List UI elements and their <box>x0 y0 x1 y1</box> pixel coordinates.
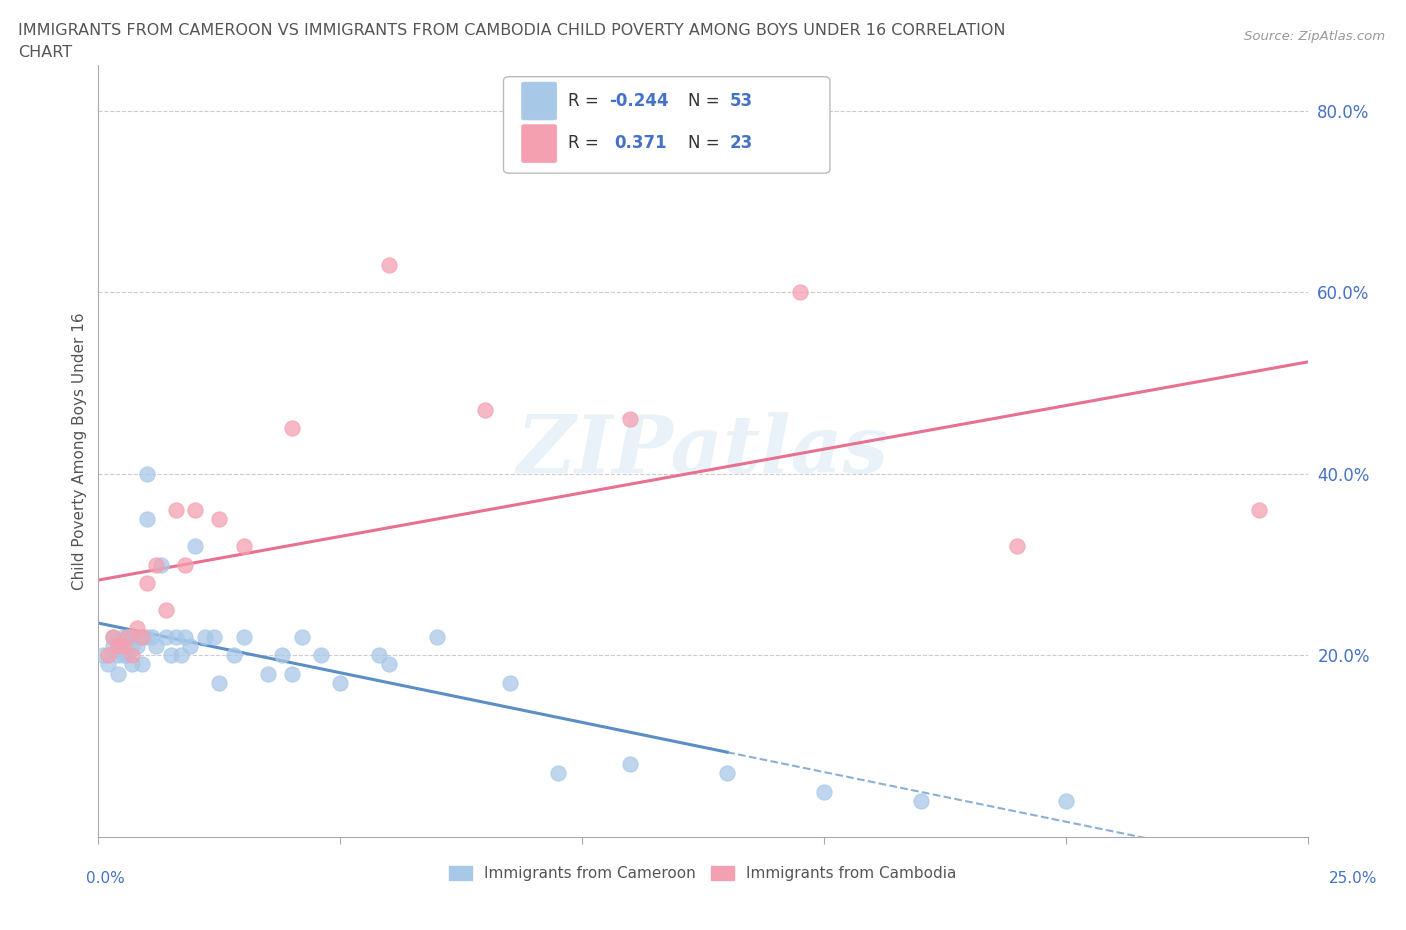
Text: 53: 53 <box>730 92 752 110</box>
Text: N =: N = <box>689 92 725 110</box>
Point <box>131 657 153 671</box>
Point <box>426 630 449 644</box>
Point <box>204 630 226 644</box>
Point <box>1249 502 1271 517</box>
Point <box>271 648 294 663</box>
Point <box>368 648 391 663</box>
Point <box>97 648 120 663</box>
Point <box>127 639 149 654</box>
Text: 25.0%: 25.0% <box>1329 871 1376 886</box>
Point <box>813 784 835 799</box>
Point <box>155 630 177 644</box>
Point <box>232 630 254 644</box>
Point <box>789 285 811 299</box>
Point <box>208 512 231 526</box>
Point <box>309 648 332 663</box>
Point <box>232 539 254 554</box>
Text: -0.244: -0.244 <box>609 92 668 110</box>
Point <box>619 412 641 427</box>
Point <box>107 666 129 681</box>
Text: 23: 23 <box>730 134 752 153</box>
Point <box>111 639 134 654</box>
Point <box>290 630 312 644</box>
Point <box>135 512 157 526</box>
Point <box>329 675 352 690</box>
Point <box>111 639 134 654</box>
Point <box>1007 539 1029 554</box>
Point <box>101 630 124 644</box>
Point <box>111 648 134 663</box>
Point <box>135 466 157 481</box>
Point <box>184 539 207 554</box>
Point <box>121 630 143 644</box>
Point <box>97 657 120 671</box>
Point <box>194 630 217 644</box>
Point <box>107 648 129 663</box>
Point <box>121 657 143 671</box>
Point <box>145 639 167 654</box>
Point <box>101 639 124 654</box>
Point <box>150 557 173 572</box>
Point <box>174 630 197 644</box>
Point <box>619 757 641 772</box>
Point <box>165 630 187 644</box>
Y-axis label: Child Poverty Among Boys Under 16: Child Poverty Among Boys Under 16 <box>72 312 87 590</box>
Point <box>179 639 201 654</box>
Point <box>222 648 245 663</box>
Text: 0.0%: 0.0% <box>86 871 125 886</box>
Point <box>111 630 134 644</box>
Point <box>107 639 129 654</box>
Point <box>135 576 157 591</box>
Point <box>107 639 129 654</box>
Point <box>117 648 139 663</box>
Point <box>184 502 207 517</box>
Point <box>117 630 139 644</box>
Point <box>145 557 167 572</box>
Legend: Immigrants from Cameroon, Immigrants from Cambodia: Immigrants from Cameroon, Immigrants fro… <box>443 859 963 887</box>
Point <box>101 630 124 644</box>
Point <box>1054 793 1077 808</box>
Point <box>256 666 278 681</box>
Point <box>174 557 197 572</box>
Text: R =: R = <box>568 92 603 110</box>
Point <box>165 502 187 517</box>
Point <box>498 675 520 690</box>
Point <box>547 766 569 781</box>
Point <box>716 766 738 781</box>
Point <box>474 403 496 418</box>
Point <box>208 675 231 690</box>
FancyBboxPatch shape <box>522 125 557 163</box>
Point <box>127 630 149 644</box>
Text: Source: ZipAtlas.com: Source: ZipAtlas.com <box>1244 30 1385 43</box>
FancyBboxPatch shape <box>522 82 557 120</box>
Point <box>127 620 149 635</box>
Text: IMMIGRANTS FROM CAMEROON VS IMMIGRANTS FROM CAMBODIA CHILD POVERTY AMONG BOYS UN: IMMIGRANTS FROM CAMEROON VS IMMIGRANTS F… <box>18 23 1005 38</box>
Text: N =: N = <box>689 134 725 153</box>
Text: 0.371: 0.371 <box>614 134 668 153</box>
Point <box>135 630 157 644</box>
Point <box>910 793 932 808</box>
Point <box>121 648 143 663</box>
Text: CHART: CHART <box>18 45 72 60</box>
Point <box>117 630 139 644</box>
Point <box>131 630 153 644</box>
Point <box>281 666 304 681</box>
Point <box>377 657 399 671</box>
Point <box>160 648 183 663</box>
Text: R =: R = <box>568 134 609 153</box>
Point <box>131 630 153 644</box>
Text: ZIPatlas: ZIPatlas <box>517 412 889 490</box>
Point <box>155 603 177 618</box>
Point <box>377 258 399 272</box>
Point <box>121 639 143 654</box>
Point <box>91 648 114 663</box>
Point <box>281 421 304 436</box>
Point <box>169 648 191 663</box>
FancyBboxPatch shape <box>503 76 830 173</box>
Point <box>141 630 163 644</box>
